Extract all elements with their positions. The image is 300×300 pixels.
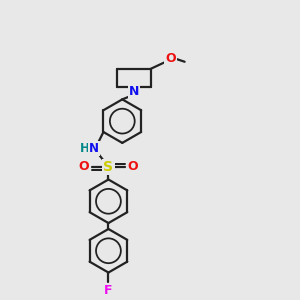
Text: N: N (129, 85, 140, 98)
Text: O: O (128, 160, 139, 173)
Text: H: H (80, 142, 90, 155)
Text: N: N (88, 142, 99, 155)
Text: S: S (103, 160, 113, 174)
Text: F: F (104, 284, 113, 297)
Text: O: O (166, 52, 176, 65)
Text: O: O (78, 160, 89, 173)
